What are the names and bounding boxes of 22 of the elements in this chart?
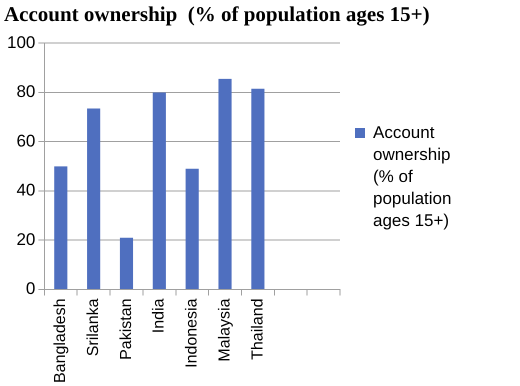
bar: [152, 92, 166, 289]
bar: [120, 238, 134, 289]
y-tick-label: 100: [6, 32, 36, 52]
x-tick-label: Malaysia: [216, 298, 234, 362]
bar: [87, 108, 100, 289]
x-tick-label: Thailand: [249, 298, 266, 360]
bar: [251, 88, 264, 289]
x-tick-label: Indonesia: [184, 298, 201, 368]
bar: [218, 78, 232, 289]
x-tick-label: Srilanka: [85, 298, 102, 356]
bar: [186, 168, 199, 289]
y-tick-label: 0: [26, 279, 36, 298]
x-tick-label: India: [150, 298, 168, 334]
legend-label: Account ownership (% of population ages 15+): [373, 122, 452, 232]
x-tick-label: Bangladesh: [52, 298, 70, 383]
y-tick-label: 40: [16, 180, 36, 200]
x-tick-label: Pakistan: [118, 298, 135, 360]
y-tick-label: 80: [16, 82, 36, 102]
bar: [54, 166, 68, 289]
chart-title: Account ownership (% of population ages 15+): [4, 2, 430, 27]
y-tick-label: 60: [16, 131, 36, 150]
y-tick-label: 20: [16, 230, 36, 249]
